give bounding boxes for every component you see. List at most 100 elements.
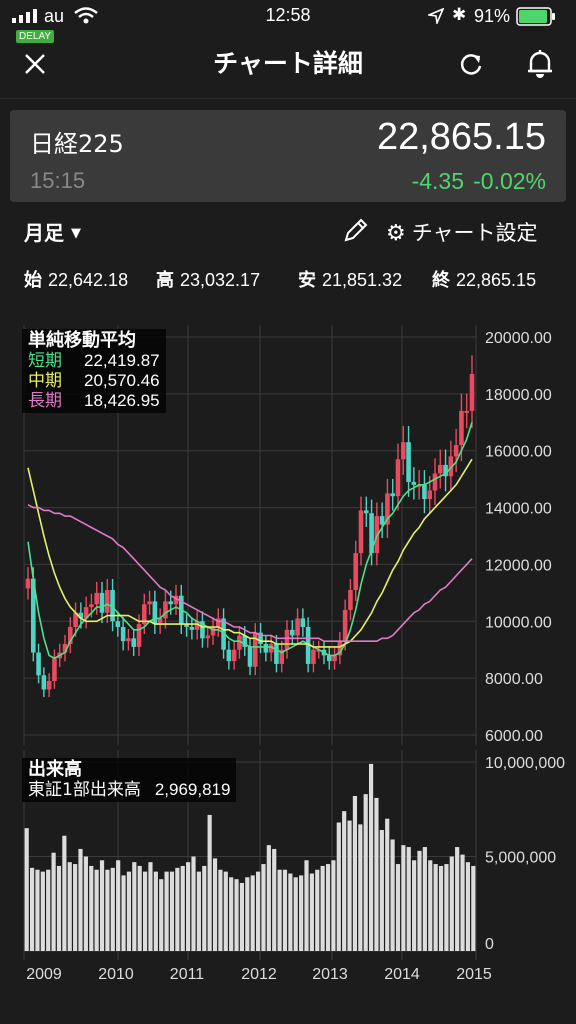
volume-bar bbox=[444, 864, 449, 951]
volume-bar bbox=[368, 763, 374, 951]
candle bbox=[110, 590, 115, 622]
volume-bar bbox=[245, 877, 250, 951]
close-icon[interactable] bbox=[24, 53, 46, 75]
volume-chart[interactable]: 10,000,000 5,000,000 0 2009 2010 2011 2012 2013… bbox=[0, 750, 576, 1024]
volume-bar bbox=[67, 862, 72, 951]
candle bbox=[73, 612, 78, 627]
volume-bar bbox=[223, 871, 228, 951]
volume-bar bbox=[29, 867, 35, 951]
period-selector[interactable]: 月足 ▼ bbox=[24, 217, 81, 246]
caret-down-icon: ▼ bbox=[70, 226, 81, 241]
candle bbox=[141, 604, 147, 625]
candle bbox=[46, 680, 52, 690]
volume-bar bbox=[342, 811, 347, 951]
volume-bar bbox=[153, 871, 158, 951]
candle bbox=[157, 618, 163, 625]
volume-bar bbox=[207, 814, 212, 951]
y-tick-label: 12000.00 bbox=[485, 557, 552, 574]
ma-long: 長期 18,426.95 bbox=[28, 391, 160, 411]
current-price: 22,865.15 bbox=[376, 116, 546, 158]
candle bbox=[78, 612, 84, 619]
candle bbox=[94, 592, 100, 605]
x-tick-label: 2015 bbox=[456, 966, 492, 983]
volume-bar bbox=[390, 839, 395, 951]
ma-mid-line bbox=[27, 458, 473, 648]
chart-settings-button[interactable]: ⚙ チャート設定 bbox=[386, 217, 538, 247]
volume-bar bbox=[56, 865, 62, 951]
battery-icon bbox=[516, 7, 555, 26]
candle bbox=[369, 513, 374, 554]
high-value: 高 23,032.17 bbox=[156, 270, 261, 291]
candle bbox=[289, 629, 295, 636]
volume-bar bbox=[250, 875, 255, 951]
chart-settings-label: チャート設定 bbox=[411, 221, 538, 245]
battery-percent: 91% bbox=[474, 6, 511, 26]
nav-divider bbox=[0, 98, 576, 99]
volume-bar bbox=[304, 860, 309, 951]
ma-legend-title: 単純移動平均 bbox=[28, 330, 136, 351]
candle bbox=[316, 649, 322, 652]
volume-bar bbox=[428, 860, 433, 951]
x-tick-label: 2013 bbox=[312, 966, 348, 983]
candle bbox=[300, 618, 306, 627]
carrier-label: au bbox=[44, 6, 65, 26]
candle bbox=[62, 644, 68, 653]
clock: 12:58 bbox=[265, 5, 311, 25]
volume-bar bbox=[169, 871, 175, 951]
bell-icon[interactable] bbox=[527, 49, 553, 79]
volume-bar bbox=[374, 797, 379, 951]
candle bbox=[358, 510, 364, 554]
volume-bar bbox=[51, 852, 56, 951]
candle bbox=[126, 638, 131, 642]
candle bbox=[390, 493, 396, 497]
volume-bar bbox=[159, 879, 164, 951]
low-value: 安 21,851.32 bbox=[298, 270, 403, 291]
volume-bar bbox=[99, 860, 105, 951]
volume-bar bbox=[89, 865, 94, 951]
candle bbox=[464, 410, 470, 413]
candle bbox=[242, 635, 248, 647]
candle bbox=[379, 516, 385, 525]
volume-bar bbox=[336, 822, 341, 951]
candle bbox=[52, 658, 57, 681]
quote-time: 15:15 bbox=[30, 168, 86, 193]
volume-bar bbox=[46, 869, 51, 951]
volume-bar bbox=[261, 864, 266, 951]
delay-badge: DELAY bbox=[16, 30, 55, 43]
ma-long-line bbox=[27, 503, 473, 643]
volume-bar bbox=[239, 882, 245, 951]
volume-bar bbox=[218, 869, 223, 951]
x-tick-label: 2009 bbox=[26, 966, 62, 983]
candle bbox=[406, 442, 411, 482]
candle bbox=[279, 649, 285, 664]
status-bar: au 12:58 ✱ 91% DELAY bbox=[0, 0, 576, 43]
volume-bar bbox=[299, 875, 304, 951]
volume-bar bbox=[272, 848, 277, 951]
pencil-icon[interactable] bbox=[342, 218, 368, 244]
candle bbox=[147, 601, 152, 605]
candle bbox=[422, 484, 427, 500]
volume-bar bbox=[234, 879, 239, 951]
volume-bar bbox=[255, 871, 261, 951]
refresh-icon[interactable] bbox=[458, 51, 484, 77]
y-tick-label: 10,000,000 bbox=[485, 755, 565, 772]
candle bbox=[168, 601, 174, 605]
volume-bar bbox=[449, 856, 454, 951]
volume-bar bbox=[266, 845, 271, 951]
candle bbox=[348, 590, 353, 610]
candle bbox=[194, 621, 200, 630]
y-tick-label: 5,000,000 bbox=[485, 850, 556, 867]
volume-bar bbox=[105, 869, 110, 951]
y-tick-label: 10000.00 bbox=[485, 614, 552, 631]
volume-bar bbox=[460, 854, 465, 951]
quote-card: 日経225 15:15 22,865.15 -4.35 -0.02% bbox=[10, 110, 566, 202]
volume-bar bbox=[406, 847, 411, 951]
candle bbox=[353, 553, 359, 591]
volume-bar bbox=[309, 873, 314, 951]
wifi-icon bbox=[74, 7, 98, 24]
x-tick-label: 2010 bbox=[98, 966, 134, 983]
bluetooth-icon: ✱ bbox=[452, 5, 467, 25]
volume-bar bbox=[175, 867, 180, 951]
ma-legend: 単純移動平均 短期 22,419.87 中期 20,570.46 長期 18,426.… bbox=[22, 329, 166, 413]
volume-bar bbox=[40, 871, 45, 951]
